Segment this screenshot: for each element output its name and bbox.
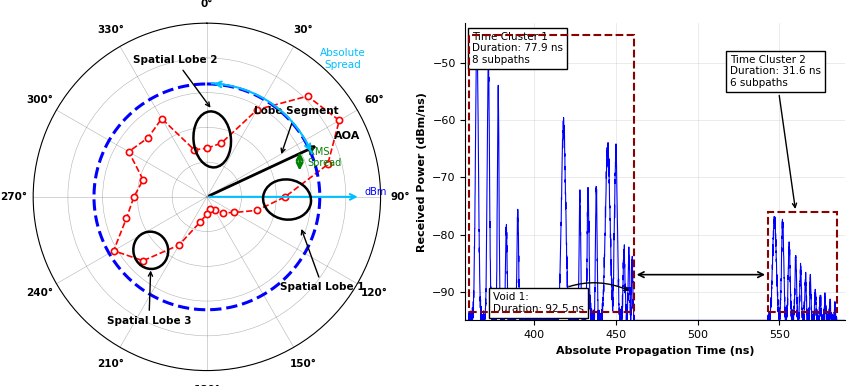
- Bar: [468, 35, 633, 312]
- Text: Spatial Lobe 3: Spatial Lobe 3: [107, 272, 191, 326]
- Text: Lobe Segment: Lobe Segment: [253, 106, 338, 153]
- Text: Spatial Lobe 1: Spatial Lobe 1: [280, 230, 364, 292]
- Text: Time Cluster 2
Duration: 31.6 ns
6 subpaths: Time Cluster 2 Duration: 31.6 ns 6 subpa…: [729, 55, 821, 208]
- Text: dBm: dBm: [364, 186, 387, 196]
- Text: Spatial Lobe 2: Spatial Lobe 2: [133, 55, 218, 107]
- Text: Void 1:
Duration: 92.5 ns: Void 1: Duration: 92.5 ns: [492, 283, 628, 314]
- Y-axis label: Received Power (dBm/ns): Received Power (dBm/ns): [416, 92, 426, 252]
- Bar: [767, 212, 836, 312]
- X-axis label: Absolute Propagation Time (ns): Absolute Propagation Time (ns): [555, 345, 753, 356]
- Text: AOA: AOA: [333, 130, 359, 141]
- Text: Time Cluster 1
Duration: 77.9 ns
8 subpaths: Time Cluster 1 Duration: 77.9 ns 8 subpa…: [472, 32, 562, 65]
- Text: Absolute
Spread: Absolute Spread: [320, 48, 366, 70]
- Text: RMS
Spread: RMS Spread: [307, 147, 342, 168]
